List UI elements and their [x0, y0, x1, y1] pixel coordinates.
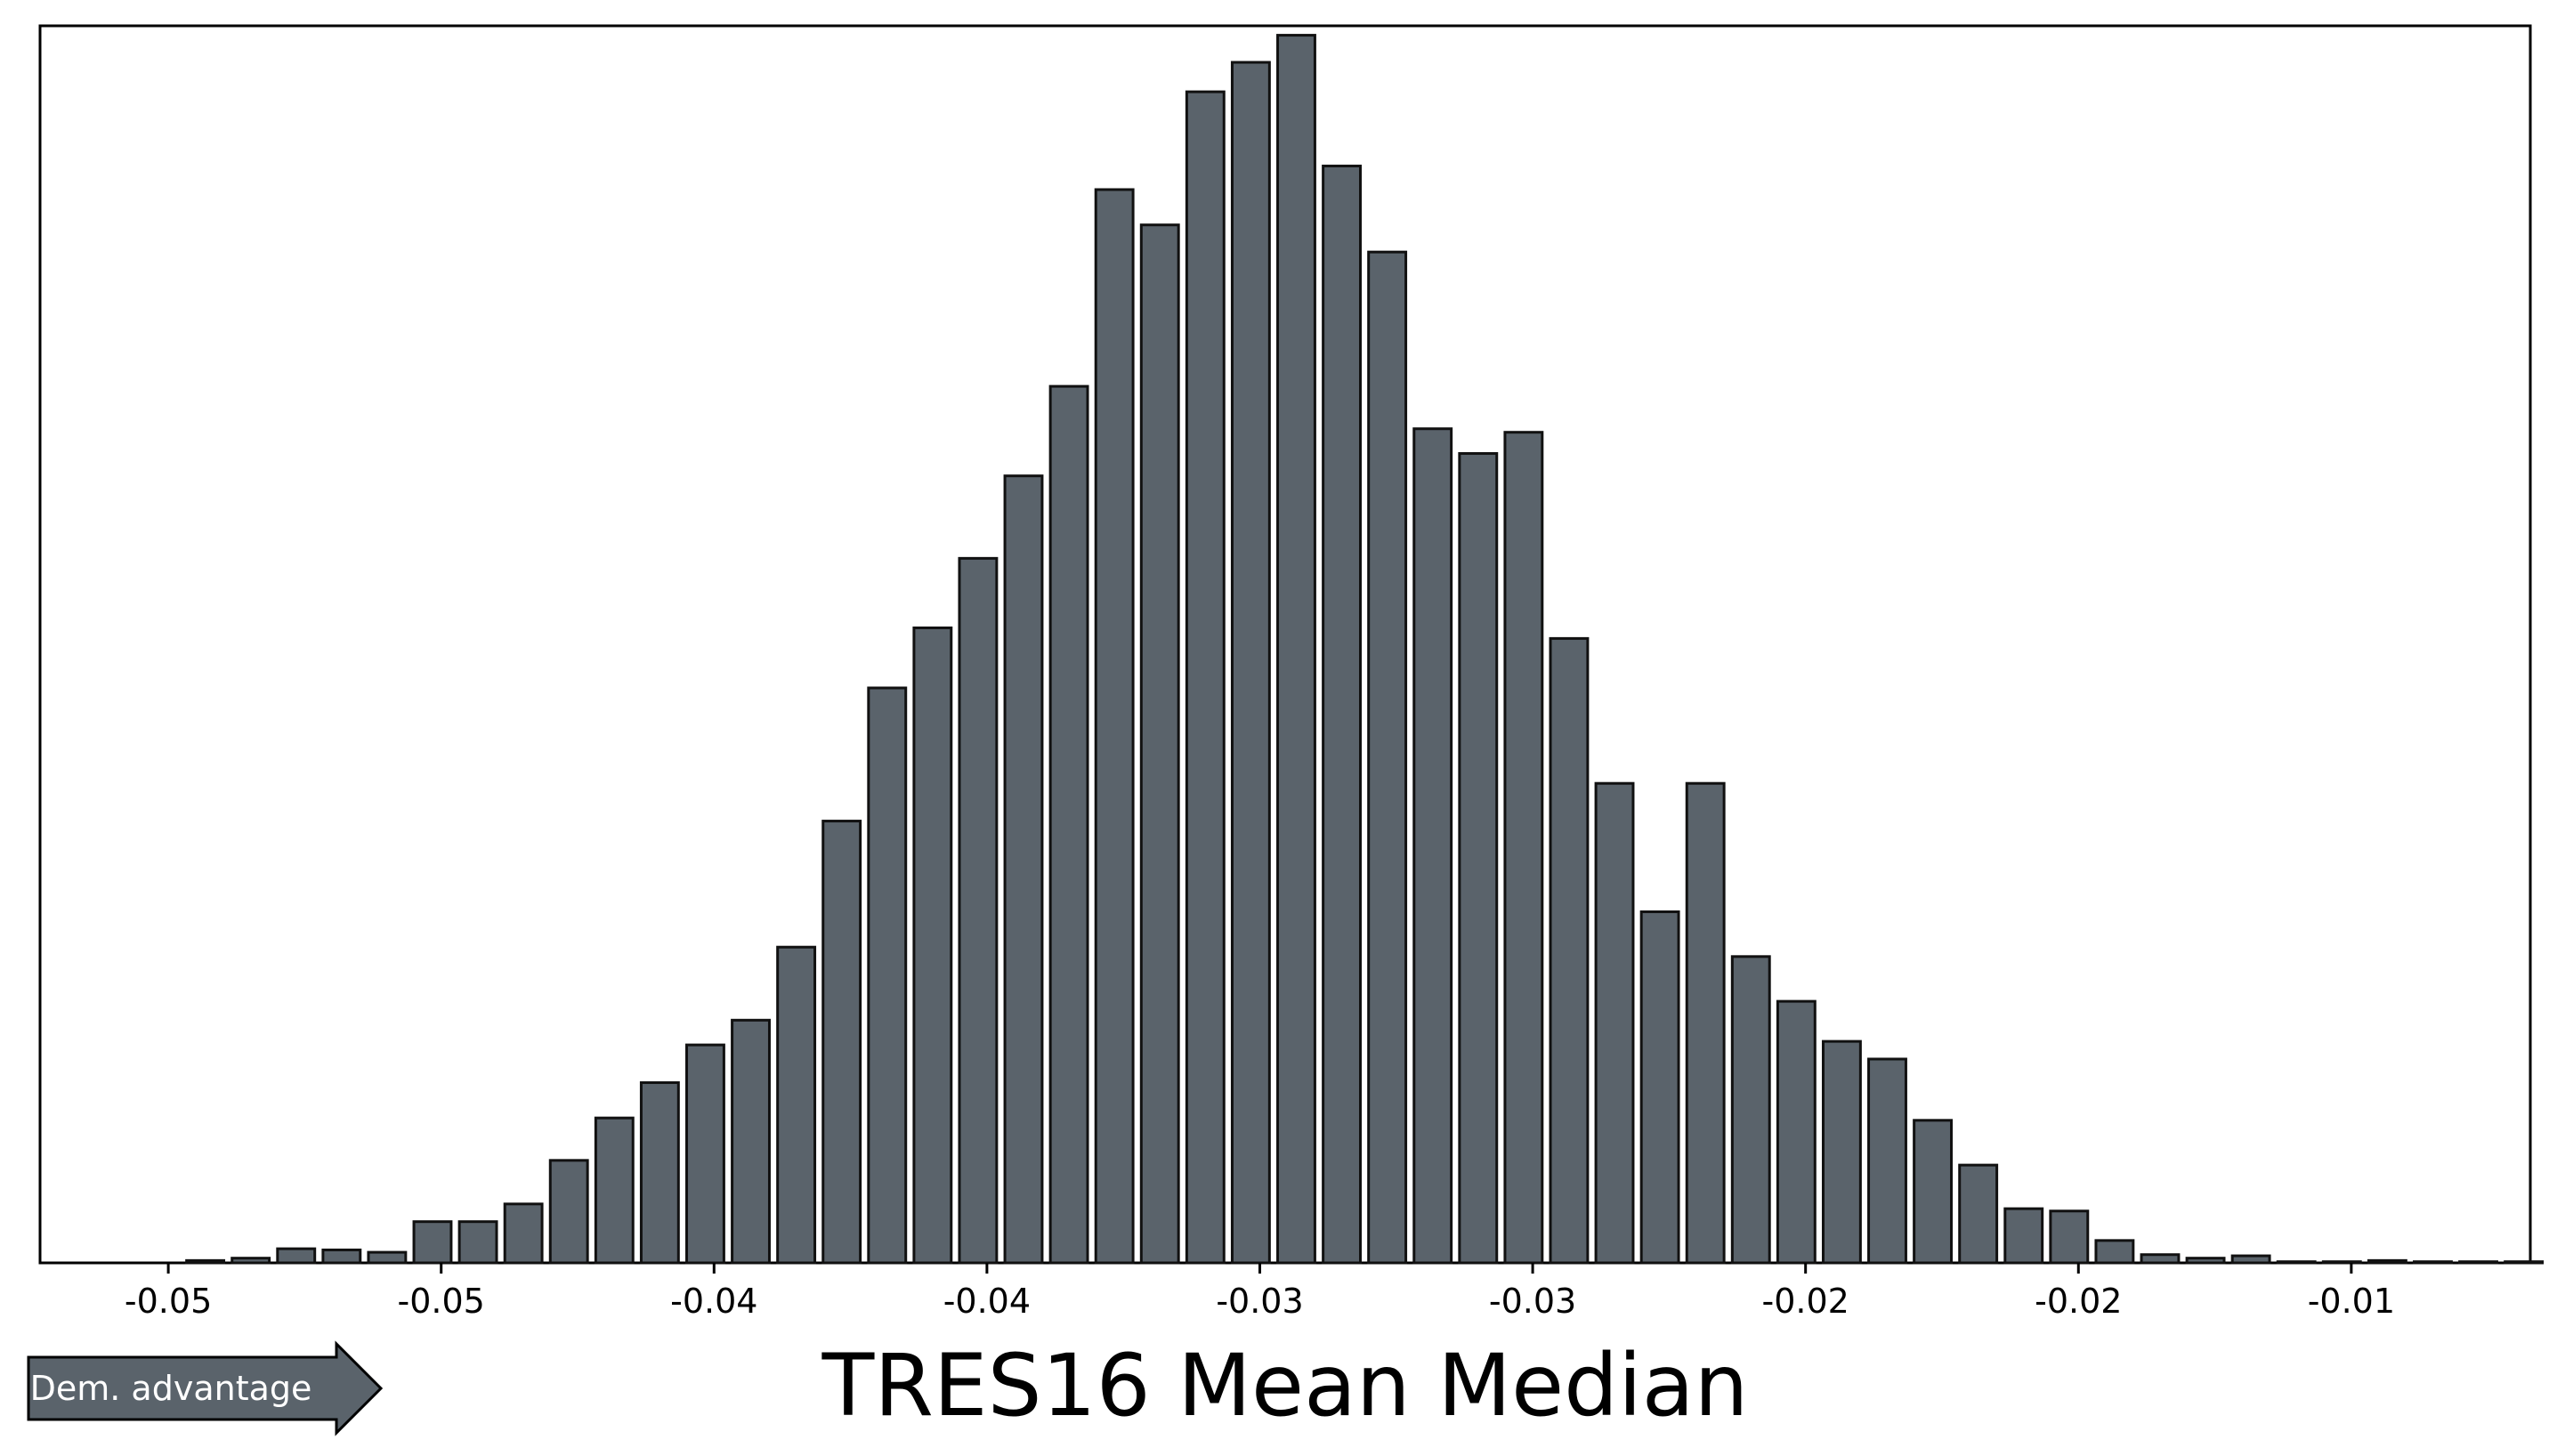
- histogram-bar: [1821, 1039, 1862, 1265]
- histogram-bar: [231, 1257, 271, 1265]
- histogram-bar: [1367, 250, 1408, 1265]
- histogram-bar: [1276, 34, 1316, 1265]
- histogram-bar: [1094, 188, 1135, 1265]
- histogram-bar: [503, 1202, 544, 1265]
- histogram-bar: [276, 1247, 317, 1265]
- x-tick-label: -0.02: [2035, 1282, 2122, 1321]
- histogram-bar: [1730, 955, 1771, 1265]
- x-tick-label: -0.03: [1489, 1282, 1576, 1321]
- histogram-bar: [2413, 1260, 2453, 1265]
- x-axis-label: TRES16 Mean Median: [821, 1336, 1749, 1436]
- histogram-bar: [1913, 1119, 1954, 1265]
- histogram-bar: [1958, 1163, 1999, 1265]
- histogram-bar: [1003, 474, 1044, 1265]
- histogram-bar: [1412, 427, 1453, 1265]
- histogram-bar: [1458, 452, 1499, 1265]
- histogram-bar: [731, 1018, 771, 1265]
- histogram-bar: [776, 945, 817, 1265]
- histogram-bar: [1048, 384, 1089, 1265]
- histogram-bar: [1185, 90, 1226, 1265]
- histogram-bar: [1776, 999, 1817, 1265]
- histogram-bar: [2504, 1260, 2545, 1265]
- histogram-bar: [1549, 636, 1590, 1265]
- x-tick-label: -0.04: [943, 1282, 1031, 1321]
- histogram-bar: [1685, 781, 1726, 1265]
- histogram-bar: [185, 1258, 226, 1265]
- histogram-bar: [2458, 1260, 2498, 1265]
- x-tick-label: -0.01: [2308, 1282, 2395, 1321]
- histogram-bar: [867, 686, 908, 1265]
- histogram-bar: [2276, 1260, 2317, 1265]
- arrow-shape: [27, 1340, 384, 1436]
- histogram-bar: [2049, 1209, 2090, 1265]
- histogram-bar: [639, 1080, 680, 1265]
- histogram-bar: [1639, 910, 1680, 1265]
- histogram-bar: [821, 820, 862, 1265]
- histogram-bar: [367, 1250, 408, 1265]
- histogram-bar: [548, 1159, 589, 1265]
- histogram-bar: [594, 1116, 635, 1265]
- histogram-bar: [912, 626, 953, 1265]
- histogram-bar: [2367, 1258, 2407, 1265]
- x-tick-label: -0.05: [398, 1282, 485, 1321]
- histogram-bar: [1594, 781, 1635, 1265]
- histogram-bar: [2003, 1207, 2044, 1265]
- x-tick-label: -0.05: [125, 1282, 212, 1321]
- histogram-bar: [1230, 61, 1271, 1265]
- histogram-bar: [685, 1043, 725, 1265]
- histogram-bar: [2140, 1253, 2181, 1265]
- histogram-bar: [1139, 223, 1180, 1265]
- histogram-bar: [958, 556, 999, 1265]
- histogram-bar: [1322, 165, 1362, 1265]
- histogram-bar: [1503, 431, 1544, 1265]
- histogram-bar: [2094, 1239, 2135, 1265]
- bars-group: [185, 34, 2545, 1265]
- histogram-bar: [2185, 1257, 2226, 1265]
- x-axis-ticks: -0.05 -0.05 -0.04 -0.04 -0.03 -0.03 -0.02 -0.02…: [125, 1263, 2395, 1321]
- histogram-bar: [1867, 1057, 1907, 1265]
- histogram-bar: [412, 1220, 453, 1265]
- histogram-bar: [2321, 1260, 2362, 1265]
- dem-advantage-arrow: Dem. advantage: [27, 1340, 384, 1436]
- x-tick-label: -0.04: [670, 1282, 757, 1321]
- x-tick-label: -0.02: [1762, 1282, 1849, 1321]
- histogram-bar: [321, 1248, 362, 1265]
- x-tick-label: -0.03: [1216, 1282, 1303, 1321]
- arrow-label: Dem. advantage: [30, 1369, 312, 1408]
- histogram-bar: [457, 1220, 498, 1265]
- histogram-bar: [2230, 1254, 2271, 1265]
